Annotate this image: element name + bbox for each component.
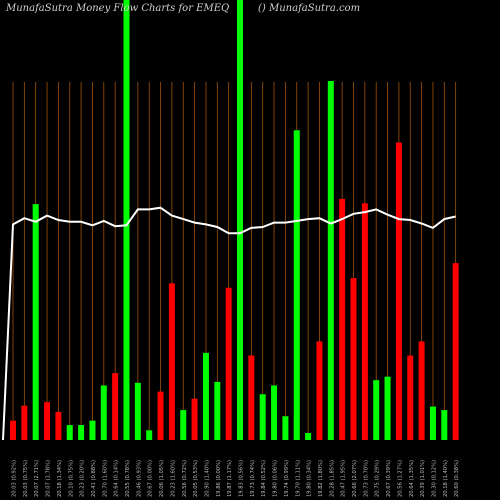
money-flow-bar: [384, 376, 391, 440]
category-label: 20.55 (0.78%): [125, 460, 131, 497]
money-flow-bar: [55, 411, 62, 440]
category-labels: 20.03 (0.92%) 20.03 (0.75%) 20.07 (2.71%) 2…: [12, 460, 461, 497]
category-label: 19.83 (0.56%): [239, 460, 245, 497]
money-flow-bar: [21, 405, 28, 440]
money-flow-bar: [327, 80, 334, 441]
category-label: 20.10 (0.75%): [68, 460, 74, 497]
category-label: 19.80 (0.06%): [273, 460, 279, 497]
category-label: 20.64 (1.35%): [409, 460, 415, 497]
money-flow-bar: [100, 385, 107, 440]
category-label: 19.86 (0.00%): [216, 460, 222, 497]
money-flow-bar: [305, 432, 312, 440]
category-label: 19.82 (1.80%): [318, 460, 324, 497]
category-label: 20.46 (0.93%): [136, 460, 142, 497]
category-label: 19.70 (1.11%): [295, 460, 301, 497]
money-flow-bar: [134, 382, 141, 440]
category-label: 20.23 (1.60%): [170, 460, 176, 497]
money-flow-bar: [225, 287, 232, 440]
money-flow-bar: [271, 385, 278, 440]
category-label: 20.56 (1.27%): [397, 460, 403, 497]
money-flow-bar: [10, 420, 16, 440]
category-label: 20.67 (0.39%): [386, 460, 392, 497]
money-flow-bar: [418, 341, 425, 440]
category-label: 20.23 (0.20%): [80, 460, 86, 497]
money-flow-bar: [452, 263, 459, 440]
money-flow-bar: [32, 204, 39, 440]
source-label: () MunafaSutra.com: [258, 3, 361, 14]
category-label: 20.60 (0.38%): [454, 460, 460, 497]
money-flow-bar: [146, 430, 153, 440]
money-flow-bar: [407, 355, 414, 440]
category-label: 20.07 (1.78%): [46, 460, 52, 497]
money-flow-bar: [293, 130, 300, 441]
category-label: 20.06 (1.05%): [159, 460, 165, 497]
money-flow-bar: [214, 381, 221, 440]
money-flow-bar: [282, 416, 289, 440]
money-flow-bar: [66, 425, 73, 440]
bars: [10, 0, 459, 441]
category-label: 20.67 (0.00%): [148, 460, 154, 497]
money-flow-bar: [191, 398, 198, 440]
money-flow-bar: [202, 352, 209, 440]
category-label: 20.47 (1.95%): [341, 460, 347, 497]
category-label: 20.03 (0.92%): [12, 460, 18, 497]
money-flow-bar: [157, 391, 164, 440]
category-label: 20.07 (2.71%): [34, 460, 40, 497]
category-label: 19.73 (0.74%): [250, 460, 256, 497]
category-label: 20.30 (0.12%): [431, 460, 437, 497]
money-flow-bar: [395, 142, 402, 440]
money-flow-bar: [361, 203, 368, 440]
money-flow-bar: [44, 402, 51, 440]
category-label: 20.18 (1.34%): [57, 460, 63, 497]
category-label: 20.75 (0.29%): [375, 460, 381, 497]
category-label: 20.66 (2.07%): [352, 460, 358, 497]
category-label: 20.41 (0.88%): [91, 460, 97, 497]
category-label: 19.84 (0.52%): [261, 460, 267, 497]
money-flow-bar: [339, 198, 346, 440]
category-label: 20.05 (0.53%): [193, 460, 199, 497]
category-label: 20.70 (1.60%): [102, 460, 108, 497]
grid-lines: [12, 82, 457, 440]
category-label: 20.64 (0.14%): [114, 460, 120, 497]
category-label: 19.87 (1.17%): [227, 460, 233, 497]
category-label: 20.28 (1.85%): [329, 460, 335, 497]
money-flow-bar: [248, 355, 255, 440]
money-flow-bar: [123, 0, 130, 440]
chart-title: MunafaSutra Money Flow Charts for EMEQ: [6, 3, 230, 14]
money-flow-bar: [180, 410, 187, 440]
money-flow-bar: [350, 278, 357, 440]
money-flow-bar: [259, 394, 266, 440]
category-label: 19.80 (0.34%): [307, 460, 313, 497]
price-line: [2, 206, 456, 441]
money-flow-bar: [168, 283, 175, 440]
money-flow-bar: [237, 0, 243, 440]
category-label: 20.90 (1.40%): [204, 460, 210, 497]
money-flow-bar: [112, 373, 119, 440]
category-label: 19.74 (0.99%): [284, 460, 290, 497]
money-flow-bar: [316, 341, 323, 440]
category-label: 20.18 (1.40%): [443, 460, 449, 497]
category-label: 20.39 (1.01%): [420, 460, 426, 497]
category-label: 20.73 (0.70%): [363, 460, 369, 497]
price-line-path: [2, 206, 456, 441]
money-flow-bar: [441, 410, 448, 440]
money-flow-bar: [89, 420, 96, 440]
money-flow-bar: [78, 425, 85, 440]
category-label: 20.56 (0.72%): [182, 460, 188, 497]
money-flow-bar: [429, 406, 436, 440]
money-flow-bar: [373, 380, 380, 440]
category-label: 20.03 (0.75%): [23, 460, 29, 497]
